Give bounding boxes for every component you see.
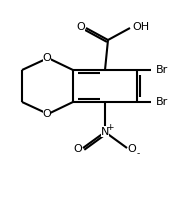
Text: O: O [77, 22, 85, 32]
Text: Br: Br [156, 65, 168, 75]
Text: Br: Br [156, 97, 168, 107]
Text: O: O [43, 53, 51, 63]
Text: O: O [43, 109, 51, 119]
Text: N: N [101, 127, 109, 137]
Text: +: + [106, 123, 114, 131]
Text: -: - [136, 150, 140, 158]
Text: OH: OH [132, 22, 150, 32]
Text: O: O [74, 144, 82, 154]
Text: O: O [128, 144, 136, 154]
